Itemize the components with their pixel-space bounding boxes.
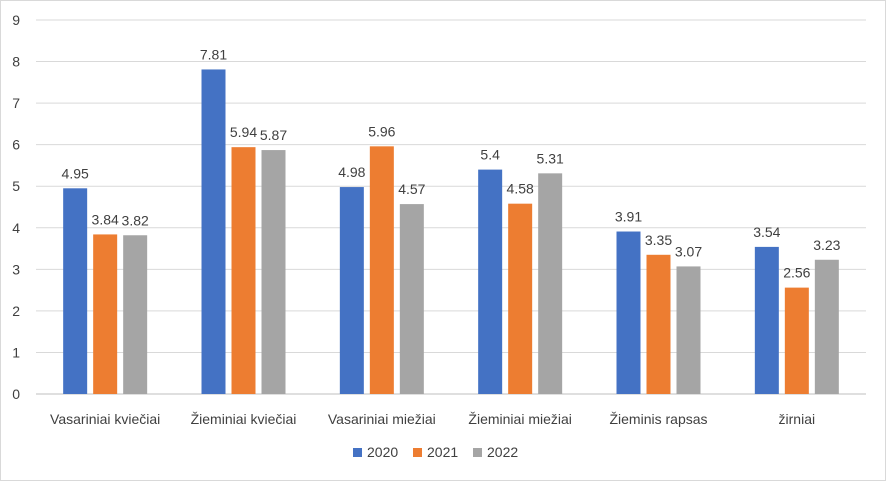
data-label: 4.57 bbox=[398, 181, 425, 197]
bar-2022 bbox=[814, 259, 839, 394]
data-label: 2.56 bbox=[783, 265, 810, 281]
data-label: 3.54 bbox=[753, 224, 780, 240]
data-label: 3.07 bbox=[675, 243, 702, 259]
bar-2020 bbox=[63, 188, 88, 394]
legend-label: 2021 bbox=[427, 444, 458, 460]
bar-2021 bbox=[369, 146, 394, 394]
legend: 2020 2021 2022 bbox=[353, 444, 518, 460]
data-label: 4.98 bbox=[338, 164, 365, 180]
y-tick-label: 4 bbox=[12, 220, 20, 236]
data-label: 5.87 bbox=[260, 127, 287, 143]
category-label: Vasariniai kviečiai bbox=[50, 411, 160, 427]
x-axis-categories: Vasariniai kviečiai Žieminiai kviečiai Vas… bbox=[50, 411, 815, 427]
legend-swatch-2020 bbox=[353, 448, 362, 457]
data-label: 5.4 bbox=[480, 147, 500, 163]
y-tick-label: 3 bbox=[12, 261, 20, 277]
category-label: žirniai bbox=[779, 411, 816, 427]
category-label: Vasariniai miežiai bbox=[328, 411, 436, 427]
data-label: 4.58 bbox=[507, 181, 534, 197]
category-label: Žieminiai kviečiai bbox=[191, 411, 297, 427]
bar-2021 bbox=[784, 287, 809, 394]
bar-2022 bbox=[123, 235, 148, 394]
y-tick-label: 9 bbox=[12, 12, 20, 28]
y-tick-label: 1 bbox=[12, 344, 20, 360]
data-label: 3.82 bbox=[122, 212, 149, 228]
data-label: 3.91 bbox=[615, 209, 642, 225]
bar-2021 bbox=[93, 234, 118, 394]
data-label: 7.81 bbox=[200, 46, 227, 62]
data-label: 3.23 bbox=[813, 237, 840, 253]
bar-2022 bbox=[399, 204, 424, 394]
gridlines bbox=[36, 19, 866, 395]
data-label: 5.31 bbox=[537, 150, 564, 166]
data-label: 3.84 bbox=[92, 211, 119, 227]
category-label: Žieminis rapsas bbox=[609, 411, 707, 427]
y-tick-label: 6 bbox=[12, 137, 20, 153]
y-tick-label: 2 bbox=[12, 303, 20, 319]
bars bbox=[63, 69, 839, 394]
bar-2020 bbox=[754, 246, 779, 394]
data-label: 5.96 bbox=[368, 123, 395, 139]
y-axis-ticks: 0 1 2 3 4 5 6 7 8 9 bbox=[12, 12, 20, 402]
y-tick-label: 0 bbox=[12, 386, 20, 402]
data-label: 4.95 bbox=[62, 165, 89, 181]
data-label: 5.94 bbox=[230, 124, 257, 140]
y-tick-label: 7 bbox=[12, 95, 20, 111]
bar-2021 bbox=[646, 254, 671, 394]
bar-2022 bbox=[538, 173, 563, 394]
category-label: Žieminiai miežiai bbox=[468, 411, 571, 427]
data-label: 3.35 bbox=[645, 232, 672, 248]
bar-2021 bbox=[231, 147, 256, 394]
bar-2020 bbox=[478, 169, 503, 394]
bar-2022 bbox=[676, 266, 701, 394]
y-tick-label: 8 bbox=[12, 54, 20, 70]
bar-2020 bbox=[201, 69, 226, 394]
legend-label: 2022 bbox=[487, 444, 518, 460]
bar-2021 bbox=[508, 203, 533, 394]
y-tick-label: 5 bbox=[12, 178, 20, 194]
bar-2022 bbox=[261, 150, 286, 394]
bar-2020 bbox=[616, 231, 641, 394]
bar-2020 bbox=[339, 187, 364, 394]
legend-label: 2020 bbox=[367, 444, 398, 460]
legend-swatch-2022 bbox=[473, 448, 482, 457]
data-labels: 4.95 3.84 3.82 7.81 5.94 5.87 4.98 5.96 4.57 5.4 4… bbox=[62, 46, 841, 280]
legend-swatch-2021 bbox=[413, 448, 422, 457]
